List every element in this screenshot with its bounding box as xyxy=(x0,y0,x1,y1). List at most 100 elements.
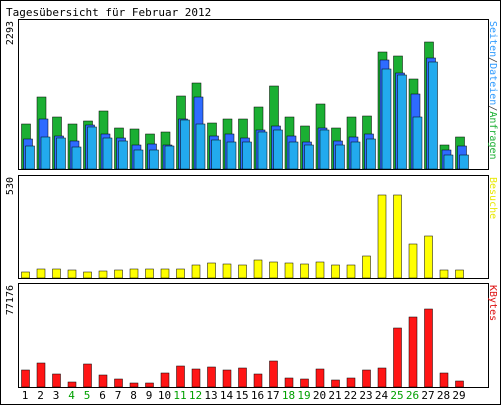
visits-bar-besuche-day-1 xyxy=(21,271,30,279)
x-tick-label-day-29: 29 xyxy=(452,389,465,402)
x-tick-label-day-7: 7 xyxy=(115,389,122,402)
x-tick-label-day-10: 10 xyxy=(158,389,171,402)
visits-bar-besuche-day-20 xyxy=(315,261,325,279)
requests-bar-seiten-day-2 xyxy=(40,136,51,170)
x-tick-label-day-3: 3 xyxy=(53,389,60,402)
kbytes-bar-kbytes-day-23 xyxy=(362,369,371,388)
requests-bar-seiten-day-13 xyxy=(211,139,221,170)
x-tick-label-day-28: 28 xyxy=(437,389,450,402)
requests-bar-seiten-day-26 xyxy=(412,116,423,170)
x-tick-label-day-11: 11 xyxy=(173,389,186,402)
kbytes-bar-kbytes-day-17 xyxy=(269,360,278,388)
requests-bar-seiten-day-18 xyxy=(288,141,299,170)
visits-bar-besuche-day-15 xyxy=(238,264,247,279)
anfragen-label: Anfragen xyxy=(487,111,498,159)
requests-bar-seiten-day-17 xyxy=(273,129,283,170)
panel-kbytes-ymax-label: 77176 xyxy=(5,285,16,315)
kbytes-bar-kbytes-day-24 xyxy=(377,367,387,388)
x-tick-label-day-16: 16 xyxy=(251,389,264,402)
panel-requests: 2293 Seiten/Dateien/Anfragen xyxy=(5,19,498,170)
requests-bar-seiten-day-21 xyxy=(335,144,345,170)
requests-bar-seiten-day-14 xyxy=(226,141,237,170)
visits-bar-besuche-day-10 xyxy=(160,268,170,279)
panel-kbytes: 77176 KBytes xyxy=(5,283,498,388)
requests-bar-seiten-day-4 xyxy=(71,146,82,170)
kbytes-bar-kbytes-day-19 xyxy=(300,378,309,388)
x-tick-label-day-24: 24 xyxy=(375,389,389,402)
x-tick-label-day-27: 27 xyxy=(421,389,434,402)
visits-bar-besuche-day-19 xyxy=(300,263,309,279)
requests-bar-seiten-day-27 xyxy=(428,61,438,170)
kbytes-bar-kbytes-day-7 xyxy=(114,378,123,388)
requests-bar-seiten-day-16 xyxy=(257,131,268,170)
x-tick-label-day-2: 2 xyxy=(37,389,44,402)
kbytes-bar-kbytes-day-28 xyxy=(439,372,449,388)
visits-bar-besuche-day-22 xyxy=(346,264,356,279)
kbytes-bar-kbytes-day-18 xyxy=(284,377,294,388)
kbytes-bar-kbytes-day-2 xyxy=(36,362,46,388)
kbytes-bar-kbytes-day-27 xyxy=(424,308,433,388)
kbytes-bar-kbytes-day-6 xyxy=(98,374,108,388)
requests-bar-seiten-day-1 xyxy=(25,145,35,170)
label-separator: / xyxy=(487,57,498,63)
x-tick-label-day-12: 12 xyxy=(189,389,202,402)
requests-bar-seiten-day-9 xyxy=(149,149,159,170)
visits-bar-besuche-day-2 xyxy=(36,268,46,279)
x-tick-label-day-9: 9 xyxy=(146,389,153,402)
requests-bar-seiten-day-20 xyxy=(319,129,330,170)
x-tick-label-day-19: 19 xyxy=(297,389,310,402)
panel-kbytes-bars xyxy=(21,308,464,388)
visits-bar-besuche-day-25 xyxy=(393,194,402,279)
requests-bar-seiten-day-6 xyxy=(102,137,113,170)
kbytes-bar-kbytes-day-22 xyxy=(346,377,356,388)
visits-bar-besuche-day-3 xyxy=(52,268,61,279)
x-tick-label-day-21: 21 xyxy=(328,389,341,402)
x-axis-day-labels: 1 2 3 4 5 6 7 8 9 10 11 12 13 14 15 16 17 18 19 20 21 22 23 24 2… xyxy=(22,389,466,402)
kbytes-bar-kbytes-day-20 xyxy=(315,368,325,388)
visits-bar-besuche-day-6 xyxy=(98,270,108,279)
panel-visits-frame xyxy=(18,175,489,279)
panel-visits-ymax-label: 530 xyxy=(5,177,16,195)
requests-bar-seiten-day-5 xyxy=(87,126,97,170)
visits-bar-besuche-day-24 xyxy=(377,194,387,279)
requests-bar-seiten-day-12 xyxy=(195,123,206,170)
requests-bar-seiten-day-19 xyxy=(304,144,314,170)
requests-bar-seiten-day-3 xyxy=(56,137,66,170)
x-tick-label-day-25: 25 xyxy=(390,389,403,402)
requests-bar-seiten-day-10 xyxy=(164,145,175,170)
requests-bar-seiten-day-29 xyxy=(459,154,469,170)
requests-bar-seiten-day-28 xyxy=(443,154,454,170)
visits-bar-besuche-day-16 xyxy=(253,259,263,279)
x-tick-label-day-18: 18 xyxy=(282,389,295,402)
requests-bar-seiten-day-24 xyxy=(381,68,392,170)
x-tick-label-day-14: 14 xyxy=(220,389,234,402)
visits-bar-besuche-day-7 xyxy=(114,269,123,279)
kbytes-label: KBytes xyxy=(487,285,498,321)
panel-visits-bars xyxy=(21,194,464,279)
x-tick-label-day-4: 4 xyxy=(68,389,75,402)
visits-bar-besuche-day-11 xyxy=(176,268,185,279)
panel-requests-series-label: Seiten/Dateien/Anfragen xyxy=(487,21,498,160)
visits-bar-besuche-day-29 xyxy=(455,269,464,279)
requests-bar-seiten-day-15 xyxy=(242,141,252,170)
kbytes-bar-kbytes-day-21 xyxy=(331,379,340,388)
panel-requests-bars xyxy=(21,41,469,170)
x-tick-label-day-17: 17 xyxy=(266,389,279,402)
panel-visits-series-label: Besuche xyxy=(487,177,498,219)
visits-bar-besuche-day-21 xyxy=(331,264,340,279)
visits-bar-besuche-day-17 xyxy=(269,261,278,279)
x-tick-label-day-5: 5 xyxy=(84,389,91,402)
kbytes-bar-kbytes-day-1 xyxy=(21,369,30,388)
besuche-label: Besuche xyxy=(487,177,498,219)
x-tick-label-day-1: 1 xyxy=(22,389,29,402)
panel-requests-ymax-label: 2293 xyxy=(5,21,16,45)
kbytes-bar-kbytes-day-10 xyxy=(160,372,170,388)
visits-bar-besuche-day-27 xyxy=(424,235,433,279)
kbytes-bar-kbytes-day-12 xyxy=(191,368,201,388)
x-tick-label-day-6: 6 xyxy=(99,389,106,402)
visits-bar-besuche-day-13 xyxy=(207,262,216,279)
panel-kbytes-series-label: KBytes xyxy=(487,285,498,321)
kbytes-bar-kbytes-day-11 xyxy=(176,365,185,388)
kbytes-bar-kbytes-day-16 xyxy=(253,373,263,388)
